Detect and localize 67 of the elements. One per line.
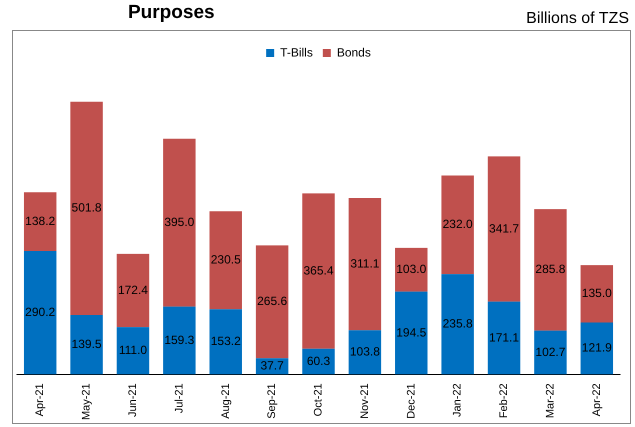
- data-label: 139.5: [72, 336, 102, 351]
- chart-title: Purposes: [128, 2, 215, 24]
- bar: [116, 254, 150, 328]
- x-tick-label: Jul-21: [173, 383, 186, 414]
- x-tick-label: Jun-21: [126, 383, 139, 417]
- x-tick-label: Oct-21: [312, 383, 325, 416]
- data-label: 171.1: [489, 330, 520, 344]
- data-label: 501.8: [72, 200, 102, 215]
- bar: [256, 245, 288, 358]
- bar: [24, 250, 56, 374]
- bar: [488, 302, 520, 374]
- bar: [70, 315, 103, 374]
- data-label: 159.3: [164, 332, 195, 347]
- x-tick-label: Jan-22: [452, 383, 464, 417]
- data-label: 341.7: [489, 221, 520, 236]
- bar: [209, 211, 242, 310]
- data-label: 232.0: [442, 217, 473, 232]
- bar: [441, 274, 474, 374]
- bar: [534, 330, 567, 374]
- data-label: 102.7: [535, 344, 566, 359]
- bar: [395, 248, 428, 292]
- legend-label: T-Bills: [280, 45, 313, 60]
- bar: [488, 156, 520, 302]
- bar: [348, 330, 382, 374]
- x-tick-label: Aug-21: [220, 383, 232, 419]
- x-tick-label: Nov-21: [358, 383, 371, 419]
- bar: [395, 292, 428, 374]
- bar: [24, 192, 56, 251]
- data-label: 290.2: [25, 304, 56, 319]
- bar: [163, 306, 196, 374]
- x-tick-label: Sep-21: [266, 383, 278, 419]
- x-tick-label: Dec-21: [405, 383, 418, 419]
- bar: [580, 265, 614, 323]
- bar: [209, 309, 242, 374]
- bar: [534, 209, 567, 331]
- data-label: 311.1: [350, 256, 380, 270]
- bar: [116, 327, 150, 374]
- data-label: 37.7: [260, 358, 284, 373]
- data-label: 121.9: [582, 340, 612, 355]
- data-label: 194.5: [396, 325, 427, 340]
- text: Billions of TZS: [526, 10, 629, 28]
- bar: [441, 175, 474, 274]
- data-label: 103.8: [350, 344, 380, 359]
- data-label: 235.8: [442, 316, 473, 331]
- data-label: 365.4: [303, 263, 334, 278]
- x-tick-label: Feb-22: [498, 383, 510, 418]
- bar: [580, 322, 614, 374]
- bar: [302, 193, 335, 349]
- x-tick-label: Apr-22: [590, 383, 603, 416]
- bar: [348, 198, 382, 330]
- data-label: 395.0: [164, 214, 195, 229]
- data-label: 111.0: [118, 343, 148, 358]
- data-label: 265.6: [257, 294, 288, 308]
- data-label: 103.0: [396, 262, 427, 276]
- legend-label: Bonds: [336, 45, 371, 60]
- data-label: 172.4: [118, 282, 148, 297]
- bar: [163, 138, 196, 307]
- bar: [70, 102, 103, 316]
- x-tick-label: Mar-22: [544, 383, 556, 418]
- data-label: 153.2: [210, 334, 242, 348]
- x-tick-label: May-21: [80, 383, 93, 420]
- data-label: 138.2: [25, 214, 56, 228]
- data-label: 135.0: [582, 286, 612, 300]
- x-tick-label: Apr-21: [34, 383, 46, 416]
- data-label: 285.8: [535, 262, 566, 276]
- data-label: 230.5: [210, 252, 242, 267]
- data-label: 60.3: [306, 354, 330, 368]
